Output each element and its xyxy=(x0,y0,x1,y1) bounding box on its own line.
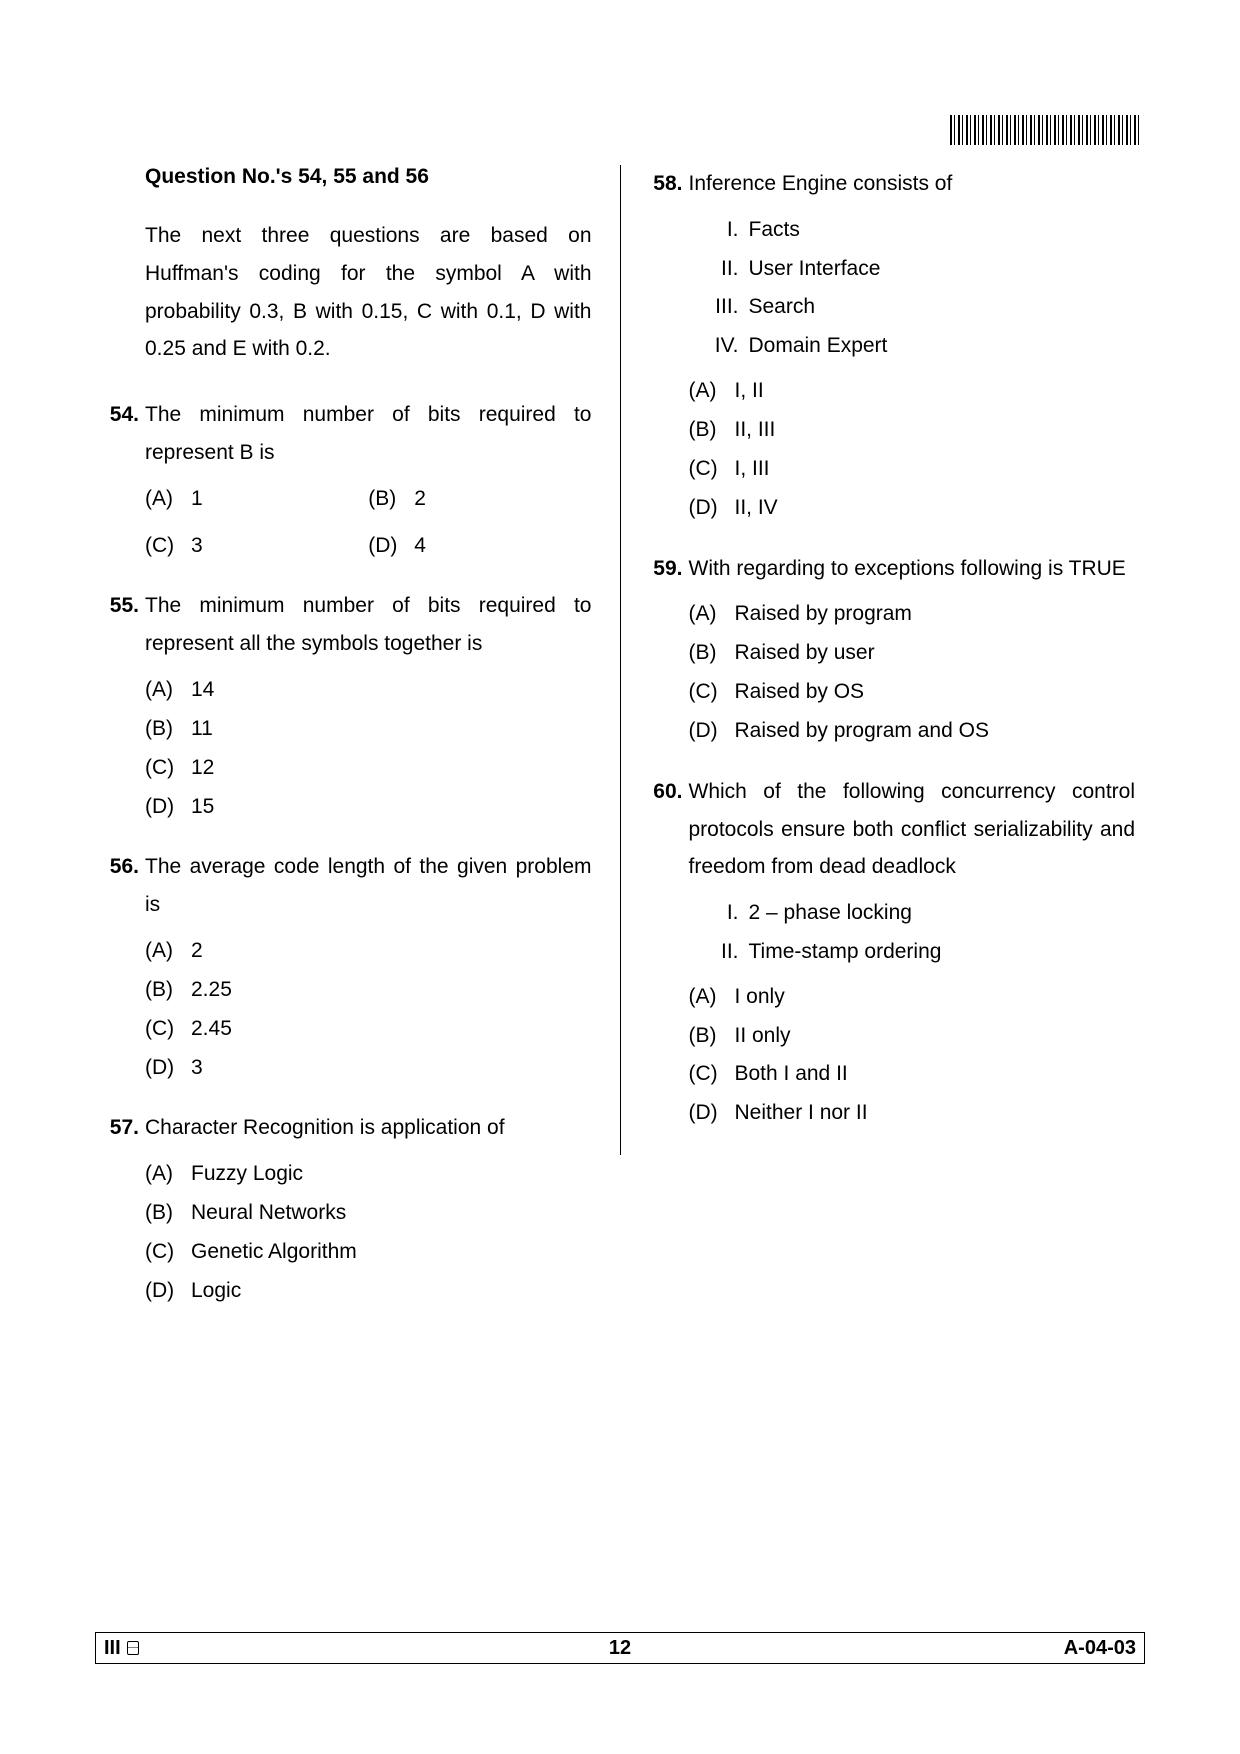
options-list: (A)2 (B)2.25 (C)2.45 (D)3 xyxy=(145,932,592,1087)
question-text: The minimum number of bits required to r… xyxy=(145,587,592,663)
page-number: 12 xyxy=(609,1637,631,1660)
roman-item: IV.Domain Expert xyxy=(709,327,1136,366)
question-57: 57. Character Recognition is application… xyxy=(105,1109,592,1310)
roman-item: II.User Interface xyxy=(709,250,1136,289)
paper-code: A-04-03 xyxy=(1064,1637,1136,1660)
thumb-icon xyxy=(127,1641,139,1655)
options-list: (A)I, II (B)II, III (C)I, III (D)II, IV xyxy=(689,372,1136,527)
option-c: (C)2.45 xyxy=(145,1010,592,1049)
question-number: 60. xyxy=(649,773,689,1133)
option-b: (B)Neural Networks xyxy=(145,1194,592,1233)
question-number: 55. xyxy=(105,587,145,826)
option-d: (D)15 xyxy=(145,788,592,827)
question-number: 59. xyxy=(649,550,689,751)
question-body: Character Recognition is application of … xyxy=(145,1109,592,1310)
option-b: (B)11 xyxy=(145,710,592,749)
option-a: (A)1 xyxy=(145,480,368,519)
question-number: 58. xyxy=(649,165,689,528)
option-b: (B)2 xyxy=(368,480,591,519)
question-54: 54. The minimum number of bits required … xyxy=(105,396,592,565)
option-b: (B)Raised by user xyxy=(689,634,1136,673)
question-60: 60. Which of the following concurrency c… xyxy=(649,773,1136,1133)
roman-item: I.Facts xyxy=(709,211,1136,250)
option-b: (B)II, III xyxy=(689,411,1136,450)
question-body: Which of the following concurrency contr… xyxy=(689,773,1136,1133)
question-body: The average code length of the given pro… xyxy=(145,848,592,1087)
option-c: (C)3 xyxy=(145,527,368,566)
intro-text: The next three questions are based on Hu… xyxy=(145,217,592,368)
question-text: Inference Engine consists of xyxy=(689,165,1136,203)
options-grid: (A)1 (B)2 (C)3 (D)4 xyxy=(145,480,592,566)
option-d: (D)3 xyxy=(145,1049,592,1088)
roman-item: II.Time-stamp ordering xyxy=(709,933,1136,972)
option-c: (C)Raised by OS xyxy=(689,673,1136,712)
page-footer: III 12 A-04-03 xyxy=(95,1632,1145,1664)
question-number: 56. xyxy=(105,848,145,1087)
option-d: (D)Raised by program and OS xyxy=(689,712,1136,751)
option-d: (D)II, IV xyxy=(689,489,1136,528)
option-c: (C)12 xyxy=(145,749,592,788)
left-column: Question No.'s 54, 55 and 56 The next th… xyxy=(95,165,620,1155)
options-list: (A)14 (B)11 (C)12 (D)15 xyxy=(145,671,592,826)
barcode xyxy=(950,115,1140,145)
footer-left: III xyxy=(104,1637,139,1660)
option-c: (C)Both I and II xyxy=(689,1055,1136,1094)
option-a: (A)Raised by program xyxy=(689,595,1136,634)
option-a: (A)Fuzzy Logic xyxy=(145,1155,592,1194)
question-number: 54. xyxy=(105,396,145,565)
option-a: (A)I only xyxy=(689,978,1136,1017)
question-55: 55. The minimum number of bits required … xyxy=(105,587,592,826)
option-a: (A)14 xyxy=(145,671,592,710)
question-body: Inference Engine consists of I.Facts II.… xyxy=(689,165,1136,528)
exam-page: Question No.'s 54, 55 and 56 The next th… xyxy=(0,0,1240,1754)
roman-list: I.2 – phase locking II.Time-stamp orderi… xyxy=(709,894,1136,972)
intro-heading: Question No.'s 54, 55 and 56 xyxy=(145,165,592,189)
question-text: The minimum number of bits required to r… xyxy=(145,396,592,472)
question-body: With regarding to exceptions following i… xyxy=(689,550,1136,751)
roman-list: I.Facts II.User Interface III.Search IV.… xyxy=(709,211,1136,366)
option-d: (D)Neither I nor II xyxy=(689,1094,1136,1133)
option-a: (A)2 xyxy=(145,932,592,971)
option-b: (B)2.25 xyxy=(145,971,592,1010)
question-body: The minimum number of bits required to r… xyxy=(145,587,592,826)
option-d: (D)Logic xyxy=(145,1272,592,1311)
option-d: (D)4 xyxy=(368,527,591,566)
question-number: 57. xyxy=(105,1109,145,1310)
question-body: The minimum number of bits required to r… xyxy=(145,396,592,565)
question-text: The average code length of the given pro… xyxy=(145,848,592,924)
options-list: (A)Fuzzy Logic (B)Neural Networks (C)Gen… xyxy=(145,1155,592,1310)
question-text: Which of the following concurrency contr… xyxy=(689,773,1136,886)
question-text: Character Recognition is application of xyxy=(145,1109,592,1147)
option-c: (C)I, III xyxy=(689,450,1136,489)
question-58: 58. Inference Engine consists of I.Facts… xyxy=(649,165,1136,528)
roman-item: III.Search xyxy=(709,288,1136,327)
option-a: (A)I, II xyxy=(689,372,1136,411)
question-text: With regarding to exceptions following i… xyxy=(689,550,1136,588)
two-column-layout: Question No.'s 54, 55 and 56 The next th… xyxy=(95,165,1145,1155)
roman-item: I.2 – phase locking xyxy=(709,894,1136,933)
question-59: 59. With regarding to exceptions followi… xyxy=(649,550,1136,751)
right-column: 58. Inference Engine consists of I.Facts… xyxy=(621,165,1146,1155)
question-56: 56. The average code length of the given… xyxy=(105,848,592,1087)
option-c: (C)Genetic Algorithm xyxy=(145,1233,592,1272)
options-list: (A)I only (B)II only (C)Both I and II (D… xyxy=(689,978,1136,1133)
option-b: (B)II only xyxy=(689,1017,1136,1056)
options-list: (A)Raised by program (B)Raised by user (… xyxy=(689,595,1136,750)
